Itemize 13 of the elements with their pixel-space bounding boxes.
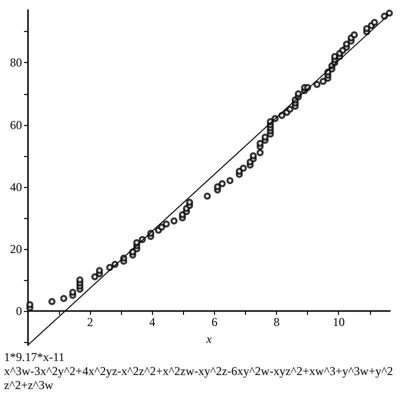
x-tick-label: 6 [211, 314, 218, 329]
text: x^3w-3x^2y^2+4x^2yz-x^2z^2+x^2zw-xy^2z-6xy^2w-xyz^2+xw^3+y^3w+y^2z^2+z^3w [4, 364, 393, 392]
x-axis-title: x [205, 332, 212, 346]
y-tick-label: 40 [10, 180, 22, 194]
x-tick-label: 8 [274, 314, 280, 329]
text: 1*9.17*x-11 [4, 350, 65, 364]
x-tick-label: 4 [149, 314, 156, 329]
y-tick-label: 60 [10, 118, 22, 132]
x-tick-label: 10 [332, 314, 345, 329]
y-tick-label: 20 [10, 242, 22, 256]
y-tick-label: 0 [16, 304, 22, 318]
x-tick-label: 2 [87, 314, 94, 329]
y-tick-label: 80 [10, 56, 22, 70]
